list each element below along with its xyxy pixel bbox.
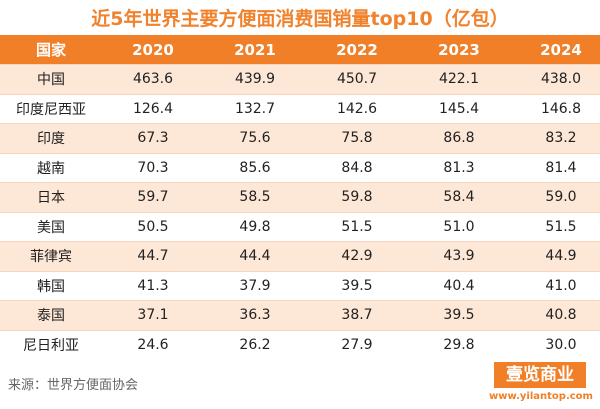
table-row: 中国 463.6 439.9 450.7 422.1 438.0: [0, 64, 600, 94]
source-note: 来源：世界方便面协会: [8, 378, 139, 393]
value-cell: 75.6: [204, 123, 306, 153]
column-header: 2024: [510, 35, 600, 65]
country-cell: 印度尼西亚: [0, 93, 102, 124]
value-cell: 145.4: [408, 93, 510, 124]
value-cell: 126.4: [102, 93, 204, 124]
value-cell: 58.4: [408, 182, 510, 212]
data-table: 国家 2020 2021 2022 2023 2024 中国 463.6 439.9 450.7…: [0, 35, 600, 359]
value-cell: 40.8: [510, 300, 600, 330]
value-cell: 29.8: [408, 329, 510, 359]
value-cell: 51.5: [510, 211, 600, 242]
country-cell: 美国: [0, 211, 102, 242]
column-header: 国家: [0, 35, 102, 65]
country-cell: 泰国: [0, 300, 102, 330]
value-cell: 24.6: [102, 329, 204, 359]
value-cell: 38.7: [306, 300, 408, 330]
value-cell: 39.5: [408, 300, 510, 330]
value-cell: 44.4: [204, 241, 306, 271]
table-body: 中国 463.6 439.9 450.7 422.1 438.0 印度尼西亚 126.4 132…: [0, 64, 600, 359]
value-cell: 439.9: [204, 64, 306, 94]
country-cell: 印度: [0, 123, 102, 153]
country-cell: 韩国: [0, 270, 102, 301]
value-cell: 83.2: [510, 123, 600, 153]
value-cell: 50.5: [102, 211, 204, 242]
value-cell: 40.4: [408, 270, 510, 301]
value-cell: 44.7: [102, 241, 204, 271]
title: 近5年世界主要方便面消费国销量top10（亿包）: [91, 8, 509, 30]
value-cell: 36.3: [204, 300, 306, 330]
value-cell: 84.8: [306, 152, 408, 183]
column-header: 2021: [204, 35, 306, 65]
value-cell: 51.0: [408, 211, 510, 242]
value-cell: 42.9: [306, 241, 408, 271]
value-cell: 422.1: [408, 64, 510, 94]
table-row: 美国 50.5 49.8 51.5 51.0 51.5: [0, 211, 600, 242]
table-row: 日本 59.7 58.5 59.8 58.4 59.0: [0, 182, 600, 212]
value-cell: 39.5: [306, 270, 408, 301]
header-row: 国家 2020 2021 2022 2023 2024: [0, 35, 600, 65]
value-cell: 438.0: [510, 64, 600, 94]
value-cell: 27.9: [306, 329, 408, 359]
value-cell: 44.9: [510, 241, 600, 271]
value-cell: 67.3: [102, 123, 204, 153]
country-cell: 菲律宾: [0, 241, 102, 271]
value-cell: 81.4: [510, 152, 600, 183]
value-cell: 37.9: [204, 270, 306, 301]
logo-url: www.yilantop.com: [489, 391, 593, 402]
country-cell: 越南: [0, 152, 102, 183]
value-cell: 132.7: [204, 93, 306, 124]
column-header: 2023: [408, 35, 510, 65]
country-cell: 日本: [0, 182, 102, 212]
value-cell: 26.2: [204, 329, 306, 359]
value-cell: 81.3: [408, 152, 510, 183]
value-cell: 51.5: [306, 211, 408, 242]
value-cell: 85.6: [204, 152, 306, 183]
value-cell: 30.0: [510, 329, 600, 359]
table-row: 韩国 41.3 37.9 39.5 40.4 41.0: [0, 270, 600, 301]
country-cell: 中国: [0, 64, 102, 94]
value-cell: 43.9: [408, 241, 510, 271]
value-cell: 49.8: [204, 211, 306, 242]
value-cell: 146.8: [510, 93, 600, 124]
table-row: 印度 67.3 75.6 75.8 86.8 83.2: [0, 123, 600, 153]
value-cell: 58.5: [204, 182, 306, 212]
value-cell: 41.0: [510, 270, 600, 301]
value-cell: 75.8: [306, 123, 408, 153]
value-cell: 59.8: [306, 182, 408, 212]
value-cell: 59.0: [510, 182, 600, 212]
table-row: 泰国 37.1 36.3 38.7 39.5 40.8: [0, 300, 600, 330]
table-row: 尼日利亚 24.6 26.2 27.9 29.8 30.0: [0, 329, 600, 359]
table-row: 菲律宾 44.7 44.4 42.9 43.9 44.9: [0, 241, 600, 271]
logo: 壹览商业: [494, 362, 586, 388]
value-cell: 41.3: [102, 270, 204, 301]
value-cell: 450.7: [306, 64, 408, 94]
value-cell: 37.1: [102, 300, 204, 330]
value-cell: 463.6: [102, 64, 204, 94]
country-cell: 尼日利亚: [0, 329, 102, 359]
table-row: 印度尼西亚 126.4 132.7 142.6 145.4 146.8: [0, 93, 600, 124]
column-header: 2022: [306, 35, 408, 65]
value-cell: 142.6: [306, 93, 408, 124]
value-cell: 70.3: [102, 152, 204, 183]
value-cell: 59.7: [102, 182, 204, 212]
column-header: 2020: [102, 35, 204, 65]
table-row: 越南 70.3 85.6 84.8 81.3 81.4: [0, 152, 600, 183]
value-cell: 86.8: [408, 123, 510, 153]
